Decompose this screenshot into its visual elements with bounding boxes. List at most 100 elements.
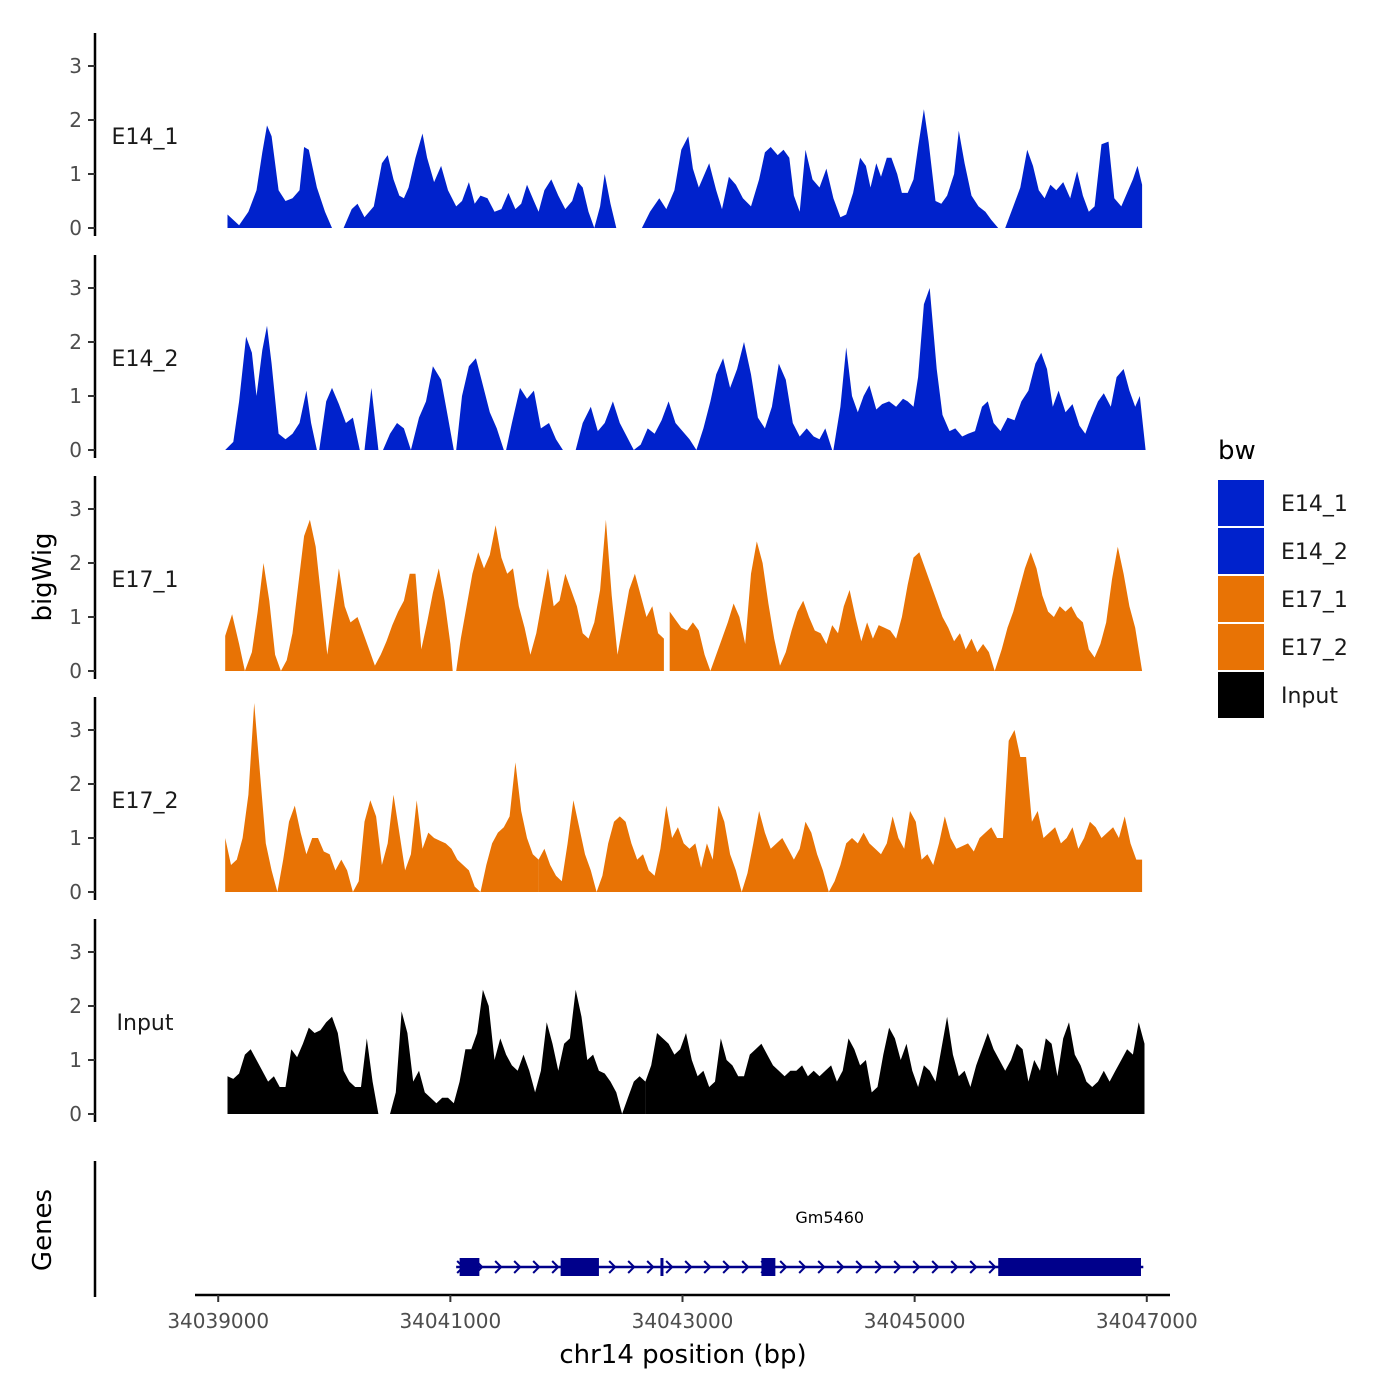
legend-label: E14_2: [1281, 540, 1348, 565]
exon: [761, 1258, 776, 1276]
y-tick-label: 2: [69, 108, 82, 132]
legend-title: bw: [1218, 436, 1256, 466]
strand-arrow: [551, 1260, 560, 1274]
strand-arrow: [931, 1260, 940, 1274]
coverage-area: [994, 546, 1143, 671]
y-tick-label: 2: [69, 772, 82, 796]
y-tick-label: 3: [69, 276, 82, 300]
legend-swatch: [1218, 576, 1264, 622]
strand-arrow: [627, 1260, 636, 1274]
coverage-area: [506, 387, 563, 450]
track-E14_2: 0 1 2 3 E14_2: [69, 255, 1146, 462]
strand-arrow: [798, 1260, 807, 1274]
coverage-area: [225, 325, 317, 450]
coverage-area: [575, 342, 833, 450]
strand-arrow: [969, 1260, 978, 1274]
y-tick-label: 3: [69, 54, 82, 78]
coverage-area: [538, 800, 829, 892]
coverage-area: [1005, 141, 1143, 228]
legend-label: E17_2: [1281, 636, 1348, 661]
coverage-area: [390, 989, 646, 1114]
strand-arrow: [950, 1260, 959, 1274]
y-tick-label: 1: [69, 162, 82, 186]
coverage-area: [227, 1016, 379, 1114]
strand-arrow: [741, 1260, 750, 1274]
y-tick-label: 1: [69, 826, 82, 850]
gene-model: Gm5460: [456, 1208, 1144, 1276]
coverage-area: [343, 133, 617, 228]
y-tick-label: 0: [69, 880, 82, 904]
y-tick-label: 3: [69, 497, 82, 521]
legend-item-E17_1: E17_1: [1218, 576, 1348, 622]
track-E14_1: 0 1 2 3 E14_1: [69, 33, 1143, 240]
legend-label: Input: [1281, 684, 1338, 709]
coverage-area: [383, 366, 454, 450]
strand-arrow: [665, 1260, 674, 1274]
y-tick-label: 0: [69, 438, 82, 462]
x-tick-label: 34043000: [632, 1309, 734, 1333]
y-tick-label: 0: [69, 659, 82, 683]
exon: [560, 1258, 599, 1276]
coverage-area: [456, 358, 504, 450]
gene-name-label: Gm5460: [795, 1208, 864, 1227]
coverage-area: [833, 288, 1146, 450]
x-tick-label: 34045000: [864, 1309, 966, 1333]
strand-arrow: [513, 1260, 522, 1274]
legend-swatch: [1218, 624, 1264, 670]
x-tick-label: 34047000: [1096, 1309, 1198, 1333]
x-axis: 34039000 34041000 34043000 34045000 34047000: [167, 1293, 1198, 1333]
strand-arrow: [988, 1260, 997, 1274]
coverage-area: [641, 109, 999, 228]
x-tick-label: 34041000: [399, 1309, 501, 1333]
track-Input: 0 1 2 3 Input: [69, 919, 1145, 1126]
strand-arrow: [855, 1260, 864, 1274]
strand-arrow: [874, 1260, 883, 1274]
gene-track-panel: Gm5460: [93, 1161, 1144, 1297]
legend-swatch: [1218, 672, 1264, 718]
y-tick-label: 3: [69, 940, 82, 964]
legend-label: E17_1: [1281, 588, 1348, 613]
legend-label: E14_1: [1281, 492, 1348, 517]
strand-arrow: [779, 1260, 788, 1274]
strand-arrow: [646, 1260, 655, 1274]
track-label: Input: [117, 1011, 174, 1036]
x-axis-title: chr14 position (bp): [559, 1340, 806, 1370]
legend-item-E14_2: E14_2: [1218, 528, 1348, 574]
strand-arrow: [912, 1260, 921, 1274]
legend-item-E14_1: E14_1: [1218, 480, 1348, 526]
coverage-area: [364, 387, 379, 450]
strand-arrow: [532, 1260, 541, 1274]
strand-arrow: [608, 1260, 617, 1274]
exon: [998, 1258, 1141, 1276]
coverage-area: [669, 541, 995, 671]
y-tick-label: 2: [69, 994, 82, 1018]
track-panels: 0 1 2 3 E14_1 0 1 2 3 E14_2 0 1 2 3 E17_1 0 1 2 3 E17_2 0 1 2 3…: [69, 33, 1146, 1126]
y-tick-label: 1: [69, 605, 82, 629]
coverage-area: [828, 730, 1143, 892]
y-tick-label: 2: [69, 330, 82, 354]
x-tick-label: 34039000: [167, 1309, 269, 1333]
strand-arrow: [722, 1260, 731, 1274]
track-label: E14_1: [112, 125, 179, 150]
genes-axis-title: Genes: [28, 1189, 58, 1271]
coverage-area: [319, 387, 360, 450]
coverage-area: [456, 519, 664, 671]
legend-swatch: [1218, 480, 1264, 526]
strand-arrow: [836, 1260, 845, 1274]
y-tick-label: 0: [69, 216, 82, 240]
y-tick-label: 1: [69, 384, 82, 408]
strand-arrow: [494, 1260, 503, 1274]
coverage-area: [645, 1016, 1145, 1114]
strand-arrow: [684, 1260, 693, 1274]
track-label: E17_2: [112, 789, 179, 814]
y-tick-label: 3: [69, 718, 82, 742]
legend-item-E17_2: E17_2: [1218, 624, 1348, 670]
y-axis-title: bigWig: [28, 532, 58, 621]
strand-arrow: [817, 1260, 826, 1274]
legend: bw E14_1 E14_2 E17_1 E17_2 Input: [1218, 436, 1348, 718]
legend-swatch: [1218, 528, 1264, 574]
track-label: E17_1: [112, 568, 179, 593]
exon: [459, 1258, 480, 1276]
exon: [660, 1258, 664, 1276]
